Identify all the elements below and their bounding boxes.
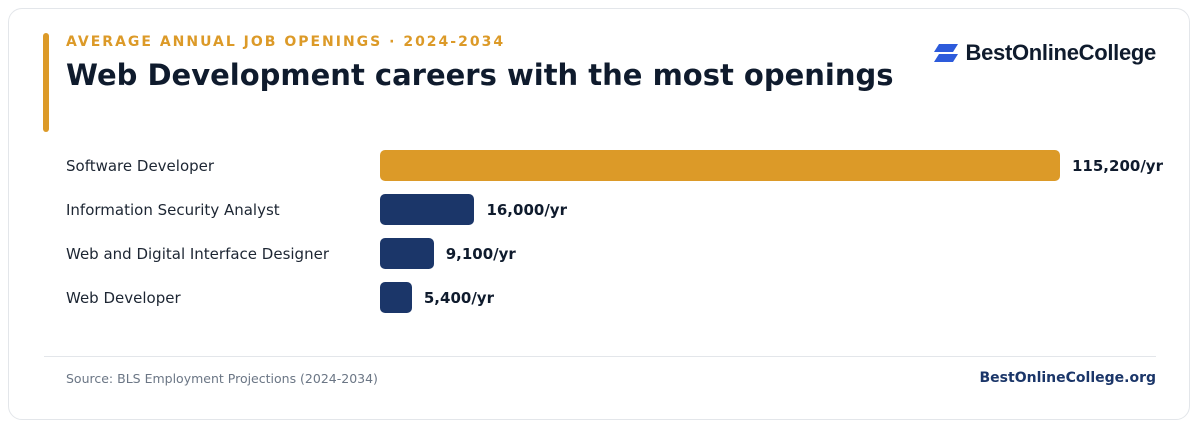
site-url: BestOnlineCollege.org bbox=[979, 370, 1156, 386]
value-label: 16,000/yr bbox=[486, 200, 567, 219]
accent-bar bbox=[43, 33, 49, 132]
value-label: 5,400/yr bbox=[423, 288, 494, 307]
brand-logo: BestOnlineCollege bbox=[933, 40, 1157, 66]
value-label: 9,100/yr bbox=[445, 244, 516, 263]
chart-eyebrow: AVERAGE ANNUAL JOB OPENINGS · 2024-2034 bbox=[66, 34, 506, 50]
chart-card bbox=[8, 8, 1190, 420]
value-label: 115,200/yr bbox=[1072, 156, 1163, 175]
bar bbox=[380, 282, 412, 313]
brand-logo-text: BestOnlineCollege bbox=[965, 40, 1157, 65]
bar bbox=[380, 238, 434, 269]
category-label: Software Developer bbox=[66, 156, 215, 175]
source-note: Source: BLS Employment Projections (2024… bbox=[66, 371, 378, 386]
bar bbox=[380, 194, 475, 225]
chart-title: Web Development careers with the most op… bbox=[66, 58, 894, 92]
category-label: Web and Digital Interface Designer bbox=[66, 244, 329, 263]
stacked-parallelogram-icon bbox=[933, 43, 958, 63]
category-label: Information Security Analyst bbox=[66, 200, 280, 219]
category-label: Web Developer bbox=[66, 288, 181, 307]
footer-divider bbox=[44, 356, 1156, 357]
bar bbox=[380, 150, 1060, 181]
